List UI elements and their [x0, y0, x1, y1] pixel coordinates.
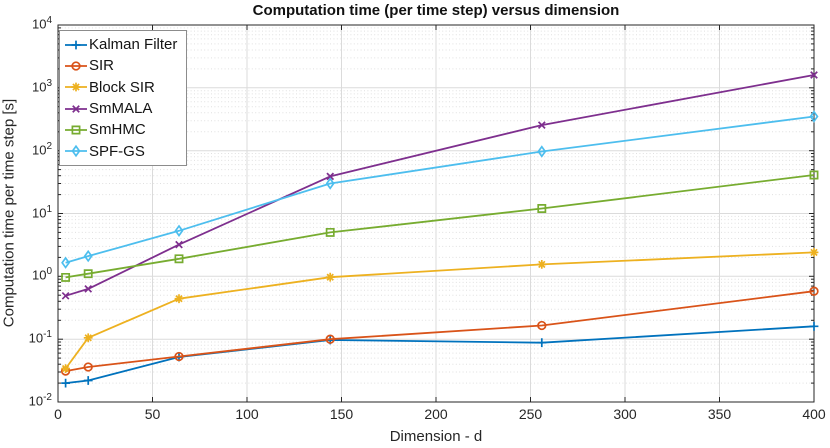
series-line: [65, 290, 815, 372]
marker-asterisk: [325, 272, 335, 282]
marker-diamond: [61, 256, 71, 269]
legend-marker-square-icon: [65, 125, 87, 135]
marker-x: [175, 240, 183, 249]
marker-square: [809, 170, 819, 180]
marker-plus: [71, 40, 81, 50]
marker-square: [61, 272, 71, 282]
x-tick-label: 100: [235, 406, 259, 422]
y-tick-label: 102: [31, 140, 52, 157]
marker-asterisk: [174, 294, 184, 304]
x-tick-label: 250: [518, 406, 543, 422]
legend-label: SmMALA: [89, 100, 153, 118]
marker-x: [326, 172, 335, 181]
marker-diamond: [809, 110, 819, 123]
chart-title: Computation time (per time step) versus …: [252, 2, 620, 19]
marker-plus: [809, 321, 819, 331]
legend-item-block-sir: Block SIR: [64, 77, 177, 98]
legend-marker-diamond-icon: [65, 144, 87, 158]
series-line: [65, 325, 815, 384]
marker-square: [174, 254, 184, 264]
marker-plus: [61, 378, 70, 388]
legend-label: Kalman Filter: [89, 36, 178, 54]
marker-circle: [71, 61, 81, 71]
marker-plus: [537, 338, 547, 348]
series-smmala: [61, 71, 818, 300]
x-tick-label: 400: [802, 406, 826, 422]
marker-square: [83, 269, 93, 279]
legend-label: SmHMC: [89, 121, 146, 139]
series-line: [65, 115, 815, 264]
y-tick-label: 103: [31, 77, 52, 95]
marker-plus: [83, 376, 93, 385]
marker-x: [537, 121, 546, 129]
marker-x: [72, 104, 80, 113]
y-tick-label: 101: [31, 203, 52, 220]
x-tick-label: 50: [144, 406, 161, 422]
marker-circle: [174, 351, 184, 362]
legend-item-spf-gs: SPF-GS: [64, 140, 177, 161]
marker-square: [537, 204, 547, 213]
series-line: [65, 74, 815, 297]
y-tick-label: 10-2: [28, 392, 52, 409]
legend-item-sir: SIR: [64, 55, 177, 76]
legend-item-kalman-filter: Kalman Filter: [64, 34, 177, 55]
marker-square: [71, 125, 81, 135]
marker-circle: [83, 362, 93, 372]
series-spf-gs: [61, 110, 819, 269]
x-axis-label: Dimension - d: [389, 428, 483, 445]
legend-label: Block SIR: [89, 78, 155, 96]
series-smhmc: [61, 170, 819, 282]
marker-diamond: [83, 249, 93, 263]
y-tick-label: 10-1: [28, 329, 52, 346]
marker-asterisk: [61, 364, 70, 374]
marker-diamond: [174, 224, 184, 238]
marker-circle: [537, 320, 547, 331]
legend-marker-plus-icon: [65, 40, 87, 50]
series-block-sir: [61, 247, 819, 374]
marker-diamond: [325, 177, 335, 190]
marker-circle: [325, 334, 335, 344]
y-tick-label: 100: [31, 266, 52, 283]
legend-label: SPF-GS: [89, 142, 145, 160]
marker-asterisk: [71, 82, 81, 92]
x-tick-label: 0: [54, 406, 62, 422]
legend-marker-circle-icon: [65, 61, 87, 71]
marker-diamond: [537, 145, 547, 158]
marker-asterisk: [809, 247, 819, 257]
legend-marker-asterisk-icon: [65, 82, 87, 92]
marker-x: [61, 291, 70, 300]
legend: Kalman Filter SIR Block SIR SmMALA SmHMC SPF-…: [59, 30, 188, 166]
series-line: [64, 251, 815, 370]
marker-asterisk: [83, 333, 93, 343]
legend-marker-x-icon: [65, 104, 87, 113]
marker-asterisk: [537, 259, 547, 269]
x-tick-label: 350: [707, 406, 732, 422]
marker-circle: [809, 286, 819, 296]
marker-x: [84, 285, 93, 293]
axes-box: [57, 24, 815, 403]
legend-item-smmala: SmMALA: [64, 98, 177, 119]
marker-square: [325, 227, 335, 237]
legend-item-smhmc: SmHMC: [64, 119, 177, 140]
legend-label: SIR: [89, 57, 115, 75]
series-sir: [60, 286, 819, 376]
marker-diamond: [71, 144, 81, 158]
x-tick-label: 300: [613, 406, 637, 422]
y-tick-label: 104: [31, 15, 52, 32]
marker-x: [810, 71, 818, 79]
x-tick-label: 150: [329, 406, 354, 422]
x-tick-label: 200: [424, 406, 448, 422]
